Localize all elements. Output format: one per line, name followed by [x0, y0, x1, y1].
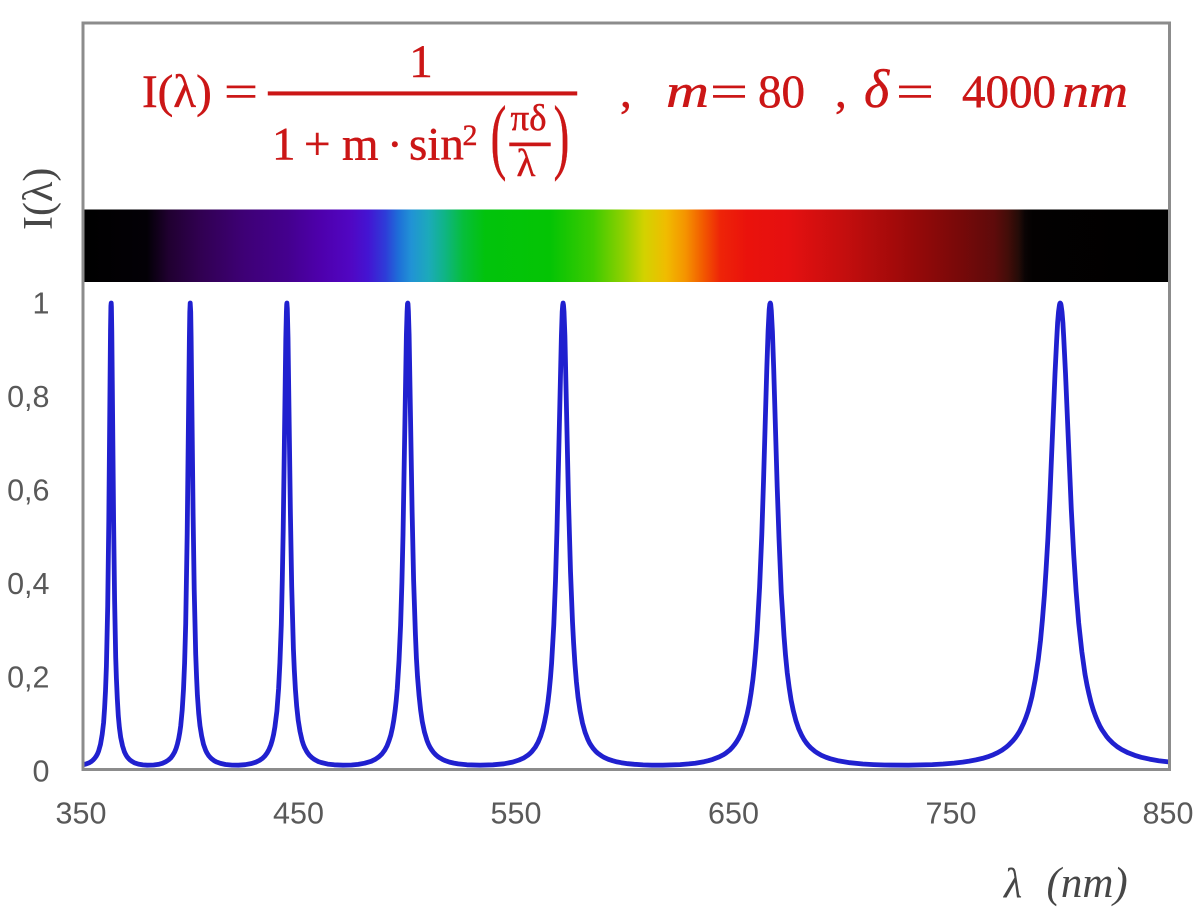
svg-text:=: =	[896, 66, 934, 118]
svg-text:λ: λ	[1002, 861, 1022, 907]
svg-text:2: 2	[463, 119, 478, 152]
svg-text:4000: 4000	[962, 66, 1056, 118]
svg-text:350: 350	[56, 797, 107, 831]
svg-text:I(λ): I(λ)	[142, 66, 212, 118]
svg-text:nm: nm	[1062, 66, 1128, 118]
svg-text:λ: λ	[517, 142, 536, 185]
svg-text:0,4: 0,4	[7, 567, 49, 601]
svg-text:0,6: 0,6	[7, 474, 49, 508]
svg-text:=: =	[710, 66, 748, 118]
svg-text:m: m	[342, 119, 379, 171]
svg-text:,: ,	[620, 66, 632, 118]
svg-text:750: 750	[926, 797, 977, 831]
svg-text:0,8: 0,8	[7, 380, 49, 414]
svg-text:I(λ): I(λ)	[16, 168, 62, 230]
svg-text:sin: sin	[409, 119, 464, 171]
svg-text:m: m	[666, 66, 709, 118]
svg-text:1: 1	[272, 119, 296, 171]
svg-text:1: 1	[33, 287, 50, 321]
svg-text:): )	[554, 89, 570, 182]
svg-text:0: 0	[33, 755, 50, 789]
svg-text:πδ: πδ	[510, 98, 546, 139]
svg-text:1: 1	[409, 36, 433, 88]
svg-text:(: (	[491, 89, 507, 182]
svg-text:0,2: 0,2	[7, 661, 49, 695]
svg-text:(nm): (nm)	[1047, 860, 1128, 907]
svg-text:80: 80	[758, 66, 805, 118]
svg-text:·: ·	[387, 119, 403, 171]
svg-text:450: 450	[273, 797, 324, 831]
svg-text:+: +	[304, 119, 331, 171]
svg-text:650: 650	[708, 797, 759, 831]
svg-text:850: 850	[1143, 797, 1194, 831]
svg-text:δ: δ	[864, 59, 890, 119]
svg-text:=: =	[224, 66, 258, 118]
svg-text:,: ,	[835, 66, 847, 118]
svg-text:550: 550	[491, 797, 542, 831]
